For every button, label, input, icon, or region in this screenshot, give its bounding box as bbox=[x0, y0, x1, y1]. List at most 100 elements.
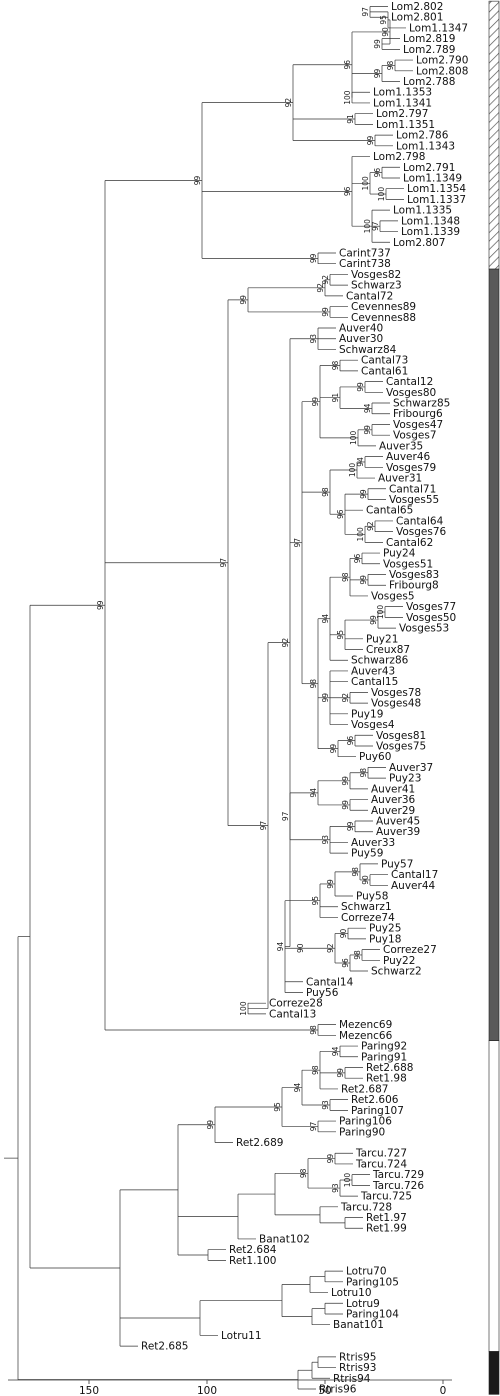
taxon-label: Ret1.100 bbox=[229, 1255, 276, 1267]
bootstrap-value: 97 bbox=[371, 221, 380, 231]
taxon-label: Auver44 bbox=[391, 880, 436, 892]
bootstrap-value: 94 bbox=[363, 403, 372, 413]
bootstrap-value: 99 bbox=[321, 693, 330, 703]
taxon-label: Schwarz3 bbox=[351, 280, 402, 292]
taxon-label: Cantal12 bbox=[386, 376, 433, 388]
taxon-label: Paring104 bbox=[346, 1308, 399, 1320]
taxon-label: Lotru11 bbox=[221, 1330, 262, 1342]
taxon-label: Lotru9 bbox=[346, 1298, 380, 1310]
bootstrap-value: 98 bbox=[321, 487, 330, 497]
bootstrap-value: 97 bbox=[219, 558, 228, 568]
taxon-label: Mezenc66 bbox=[339, 1030, 393, 1042]
taxon-label: Ret2.689 bbox=[236, 1137, 283, 1149]
taxon-label: Cantal73 bbox=[361, 355, 408, 367]
bootstrap-value: 100 bbox=[356, 527, 365, 542]
taxon-label: Tarcu.726 bbox=[372, 1180, 424, 1192]
taxon-label: Mezenc69 bbox=[339, 1019, 392, 1031]
taxon-label: Auver41 bbox=[371, 783, 415, 795]
clade-bars bbox=[488, 0, 500, 1395]
bootstrap-value: 99 bbox=[359, 489, 368, 499]
taxon-label: Ret1.99 bbox=[366, 1223, 407, 1235]
taxon-label: Tarcu.728 bbox=[340, 1201, 392, 1213]
taxon-label: Ret2.688 bbox=[366, 1062, 413, 1074]
bootstrap-value: 92 bbox=[326, 943, 335, 953]
bootstrap-value: 94 bbox=[276, 942, 285, 952]
taxon-label: Lom2.807 bbox=[393, 237, 445, 249]
taxon-label: Lom2.797 bbox=[376, 108, 428, 120]
bootstrap-value: 92 bbox=[316, 283, 325, 293]
bootstrap-value: 99 bbox=[373, 68, 382, 78]
bootstrap-value: 92 bbox=[366, 521, 375, 531]
bootstrap-value: 93 bbox=[331, 1183, 340, 1193]
bootstrap-value: 99 bbox=[336, 1068, 345, 1078]
taxon-label: Tarcu.724 bbox=[355, 1158, 407, 1170]
taxon-label: Carint738 bbox=[339, 258, 391, 270]
taxon-label: Lom2.789 bbox=[403, 44, 455, 56]
taxon-label: Vosges79 bbox=[386, 462, 436, 474]
taxon-label: Puy59 bbox=[351, 848, 383, 860]
bootstrap-value: 93 bbox=[321, 835, 330, 845]
taxon-label: Vosges5 bbox=[371, 590, 415, 602]
bootstrap-value: 99 bbox=[193, 175, 202, 185]
taxon-label: Auver30 bbox=[339, 333, 383, 345]
bootstrap-value: 95 bbox=[311, 896, 320, 906]
taxon-label: Ret1.97 bbox=[366, 1212, 407, 1224]
taxon-label: Ret2.684 bbox=[229, 1244, 277, 1256]
axis-tick-label: 0 bbox=[440, 1385, 447, 1396]
taxon-label: Lom2.788 bbox=[403, 76, 455, 88]
taxon-label: Schwarz84 bbox=[339, 344, 397, 356]
bootstrap-value: 97 bbox=[309, 1121, 318, 1131]
taxon-label: Tarcu.729 bbox=[372, 1169, 424, 1181]
taxon-label: Lom1.1354 bbox=[407, 183, 466, 195]
taxon-label: Lom2.798 bbox=[373, 151, 425, 163]
taxon-label: Paring92 bbox=[361, 1041, 407, 1053]
taxon-label: Puy58 bbox=[356, 891, 388, 903]
taxon-label: Correze28 bbox=[269, 998, 323, 1010]
taxon-label: Vosges80 bbox=[386, 387, 436, 399]
taxon-label: Vosges81 bbox=[376, 730, 426, 742]
bootstrap-value: 96 bbox=[341, 958, 350, 968]
tree-branches bbox=[4, 6, 413, 1390]
clade-bar bbox=[488, 0, 500, 270]
bootstrap-value: 96 bbox=[346, 736, 355, 746]
taxon-label: Paring106 bbox=[339, 1116, 392, 1128]
taxon-label: Vosges7 bbox=[393, 430, 437, 442]
axis-tick-label: 50 bbox=[318, 1385, 331, 1396]
taxon-label: Rtris93 bbox=[339, 1362, 376, 1374]
taxon-label: Fribourg8 bbox=[389, 580, 439, 592]
taxon-label: Paring105 bbox=[346, 1276, 399, 1288]
taxon-label: Auver46 bbox=[386, 451, 431, 463]
bootstrap-value: 99 bbox=[326, 879, 335, 889]
bootstrap-value: 100 bbox=[363, 219, 372, 234]
bootstrap-value: 100 bbox=[343, 90, 352, 105]
bootstrap-value: 99 bbox=[326, 1154, 335, 1164]
bootstrap-value: 100 bbox=[361, 176, 370, 191]
taxon-label: Lom1.1353 bbox=[373, 87, 432, 99]
taxon-label: Lom1.1348 bbox=[401, 215, 460, 227]
bootstrap-value: 97 bbox=[259, 821, 268, 831]
bootstrap-value: 96 bbox=[353, 553, 362, 563]
taxon-label: Lom1.1347 bbox=[409, 22, 468, 34]
taxon-label: Tarcu.725 bbox=[360, 1191, 412, 1203]
taxon-label: Ret1.98 bbox=[366, 1073, 407, 1085]
bootstrap-value: 95 bbox=[379, 15, 388, 25]
taxon-label: Banat102 bbox=[259, 1233, 310, 1245]
bootstrap-value: 93 bbox=[309, 334, 318, 344]
bootstrap-value: 94 bbox=[309, 788, 318, 798]
taxon-label: Creux87 bbox=[366, 644, 410, 656]
taxon-label: Vosges77 bbox=[406, 601, 456, 613]
taxon-label: Auver33 bbox=[351, 837, 395, 849]
taxon-label: Lom2.802 bbox=[391, 1, 443, 13]
taxon-label: Paring90 bbox=[339, 1126, 385, 1138]
bootstrap-value: 93 bbox=[321, 1100, 330, 1110]
bootstrap-value: 91 bbox=[331, 393, 340, 403]
taxon-label: Vosges50 bbox=[406, 612, 456, 624]
taxon-label: Lom2.791 bbox=[403, 162, 455, 174]
bootstrap-value: 99 bbox=[321, 307, 330, 317]
taxon-label: Correze27 bbox=[383, 944, 437, 956]
bootstrap-value: 91 bbox=[346, 114, 355, 124]
taxon-label: Cevennes89 bbox=[351, 301, 416, 313]
taxon-label: Cantal61 bbox=[361, 365, 408, 377]
taxon-label: Puy25 bbox=[369, 923, 401, 935]
